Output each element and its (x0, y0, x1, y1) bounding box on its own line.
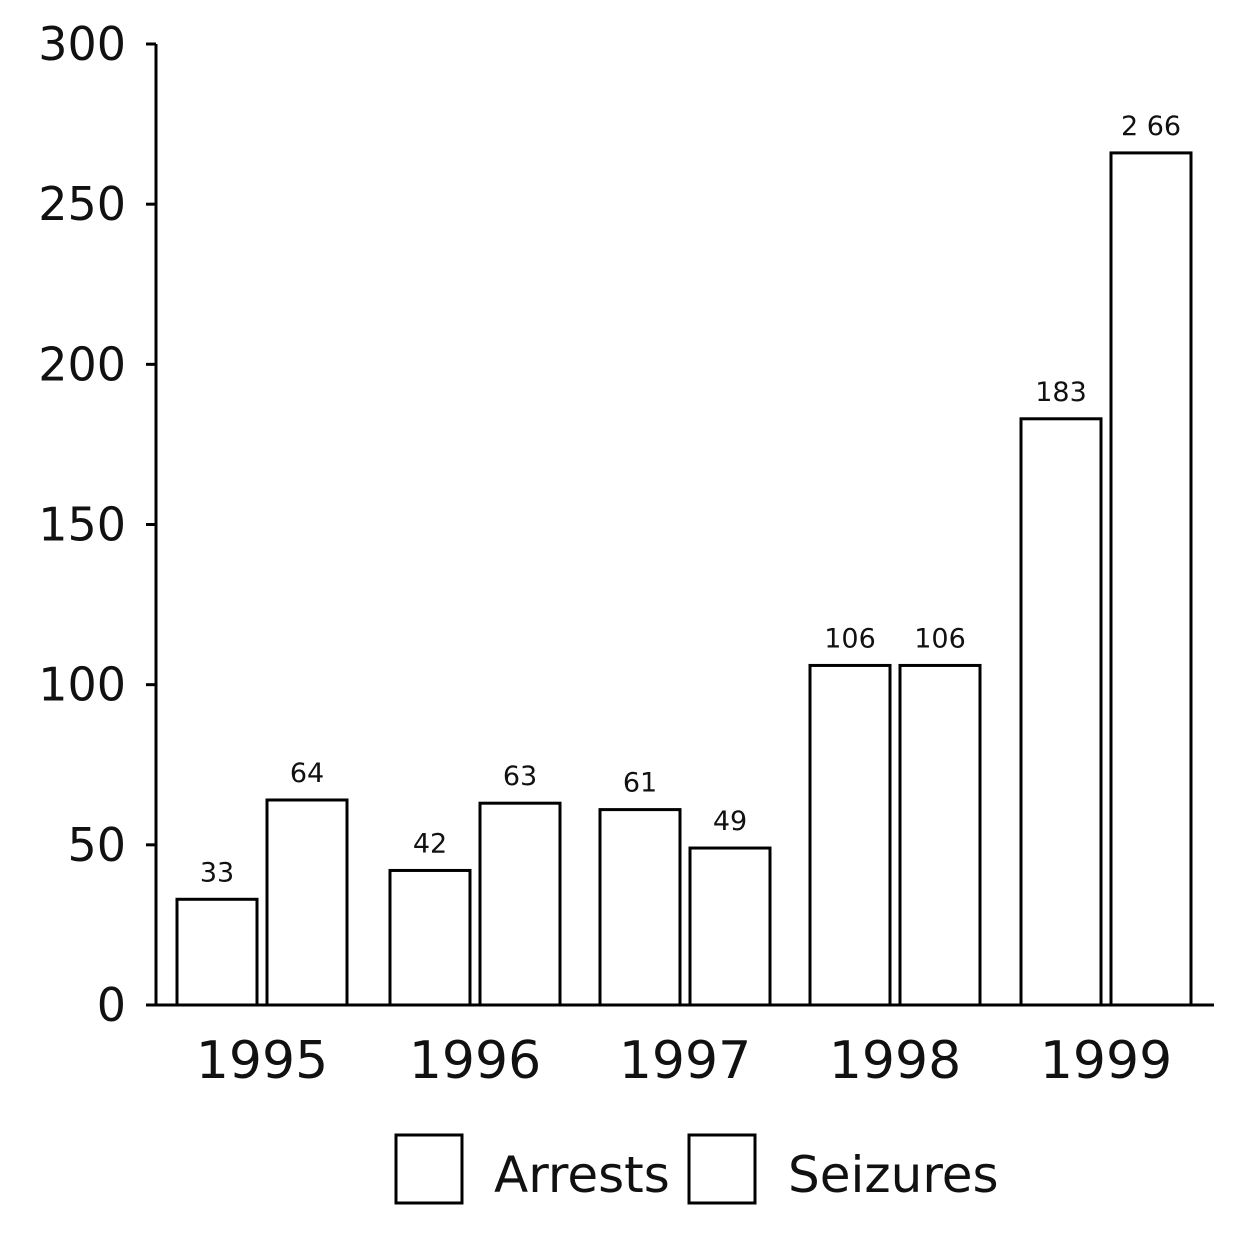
y-tick-label: 300 (38, 17, 126, 71)
y-tick-label: 150 (38, 498, 126, 552)
bar-arrests-1996 (388, 868, 472, 1007)
y-axis: 0 50 100 150 200 250 300 (38, 17, 158, 1032)
data-label-arrests-1999: 183 (1035, 377, 1087, 408)
legend-label-arrests: Arrests (494, 1146, 670, 1204)
y-tick-label: 50 (67, 818, 126, 872)
y-tick-label: 0 (97, 978, 126, 1032)
data-label-seizures-1999: 2 66 (1121, 111, 1181, 142)
bar-arrests-1997 (598, 808, 682, 1007)
legend-swatch-seizures (687, 1133, 757, 1205)
bar-seizures-1996 (478, 801, 562, 1007)
data-label-arrests-1995: 33 (200, 857, 234, 888)
legend-swatch-arrests (394, 1133, 464, 1205)
x-tick-label-1996: 1996 (409, 1031, 541, 1091)
data-label-seizures-1995: 64 (290, 758, 324, 789)
bar-arrests-1999 (1019, 417, 1103, 1007)
bar-seizures-1999 (1109, 151, 1193, 1007)
x-tick-label-1995: 1995 (196, 1031, 328, 1091)
bar-seizures-1995 (265, 798, 349, 1007)
bar-seizures-1998 (898, 663, 982, 1007)
x-tick-label-1999: 1999 (1040, 1031, 1172, 1091)
data-label-arrests-1997: 61 (623, 768, 657, 799)
bar-seizures-1997 (688, 846, 772, 1007)
bars: 33 64 42 63 61 49 106 106 183 2 66 (175, 111, 1193, 1007)
data-label-seizures-1996: 63 (503, 761, 537, 792)
data-label-arrests-1998: 106 (824, 623, 876, 654)
x-tick-label-1997: 1997 (619, 1031, 751, 1091)
y-tick-label: 100 (38, 658, 126, 712)
data-label-arrests-1996: 42 (413, 828, 447, 859)
x-axis: 1995 1996 1997 1998 1999 (146, 1003, 1214, 1091)
y-tick-label: 250 (38, 177, 126, 231)
bar-arrests-1998 (808, 663, 892, 1007)
bar-arrests-1995 (175, 897, 259, 1007)
data-label-seizures-1997: 49 (713, 806, 747, 837)
legend-label-seizures: Seizures (788, 1146, 999, 1204)
data-label-seizures-1998: 106 (914, 623, 966, 654)
y-tick-label: 200 (38, 337, 126, 391)
x-tick-label-1998: 1998 (829, 1031, 961, 1091)
legend: Arrests Seizures (394, 1133, 999, 1205)
